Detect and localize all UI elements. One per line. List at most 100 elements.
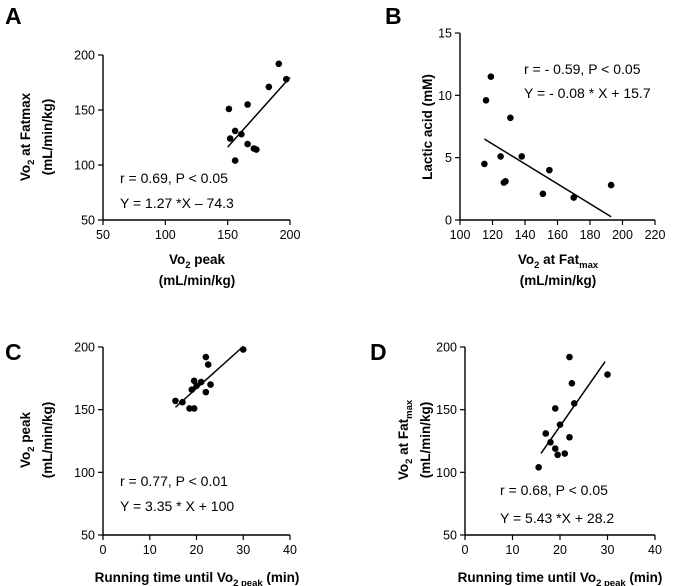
- y-tick-label: 200: [436, 341, 457, 355]
- y-tick-label: 15: [438, 27, 452, 41]
- data-point: [556, 421, 564, 429]
- data-point: [190, 377, 198, 385]
- x-axis-title: Vo2 at Fatmax: [518, 252, 599, 271]
- data-point: [566, 353, 573, 361]
- y-tick-label: 200: [74, 49, 95, 63]
- data-point: [202, 388, 210, 396]
- data-point: [265, 83, 273, 91]
- x-tick-label: 100: [155, 228, 176, 242]
- x-tick-label: 20: [553, 543, 567, 557]
- data-point: [231, 157, 239, 164]
- x-tick-label: 0: [100, 543, 107, 557]
- y-tick-label: 100: [74, 466, 95, 480]
- x-tick-label: 10: [506, 543, 520, 557]
- x-axis-units: (mL/min/kg): [159, 273, 236, 288]
- x-tick-label: 220: [645, 228, 666, 242]
- data-point: [204, 361, 212, 368]
- data-point: [231, 127, 239, 135]
- data-point: [518, 153, 526, 160]
- data-point: [275, 60, 283, 68]
- x-tick-label: 20: [190, 543, 204, 557]
- regression-line: [174, 345, 244, 408]
- y-tick-label: 10: [438, 89, 452, 103]
- y-tick-label: 50: [81, 529, 95, 543]
- panel-letter: B: [385, 3, 402, 29]
- data-point: [225, 105, 233, 113]
- data-point: [172, 397, 179, 405]
- regression-line: [483, 138, 612, 218]
- y-tick-label: 5: [445, 151, 452, 165]
- x-axis-title: Vo2 peak: [169, 252, 226, 271]
- x-tick-label: 100: [450, 228, 471, 242]
- regression-line: [227, 76, 291, 148]
- y-axis-title: Lactic acid (mM): [420, 74, 435, 180]
- regression-equation: Y = 1.27 *X – 74.3: [120, 195, 234, 211]
- data-point: [244, 140, 251, 148]
- data-point: [188, 386, 196, 393]
- regression-equation: Y = 5.43 *X + 28.2: [500, 510, 614, 526]
- data-point: [542, 430, 550, 437]
- data-point: [238, 130, 245, 138]
- y-axis-units: (mL/min/kg): [40, 99, 55, 176]
- y-tick-label: 150: [74, 403, 95, 417]
- regression-equation: Y = - 0.08 * X + 15.7: [524, 85, 651, 101]
- x-tick-label: 30: [601, 543, 615, 557]
- data-point: [568, 380, 576, 387]
- data-point: [607, 181, 615, 189]
- data-point: [179, 398, 186, 406]
- x-tick-label: 160: [547, 228, 568, 242]
- data-point: [282, 75, 290, 83]
- y-tick-label: 100: [74, 159, 95, 173]
- y-axis-title: Vo2 at Fatmax: [396, 399, 415, 480]
- x-tick-label: 140: [515, 228, 536, 242]
- y-axis-title: Vo2 peak: [18, 411, 37, 468]
- x-axis-units: (mL/min/kg): [520, 273, 597, 288]
- correlation-stat: r = 0.77, P < 0.01: [120, 473, 228, 489]
- y-tick-label: 50: [443, 529, 457, 543]
- panel-letter: D: [370, 339, 387, 365]
- data-point: [239, 346, 247, 353]
- data-point: [551, 445, 559, 452]
- panel-b: B 0 5 10 15 100 120 140 160 180 200 220 Vo2 at Fatma…: [385, 3, 665, 288]
- data-point: [554, 451, 561, 459]
- x-tick-label: 30: [236, 543, 250, 557]
- x-tick-label: 150: [217, 228, 238, 242]
- data-point: [482, 97, 490, 104]
- data-point: [570, 400, 578, 407]
- data-point: [253, 146, 260, 153]
- data-point: [481, 160, 488, 168]
- correlation-stat: r = - 0.59, P < 0.05: [524, 61, 641, 77]
- panel-letter: C: [5, 339, 22, 365]
- y-axis-units: (mL/min/kg): [418, 402, 433, 479]
- panel-d: D 50 100 150 200 0 10 20 30 40 Running time until …: [370, 339, 662, 586]
- y-axis-title: Vo2 at Fatmax: [18, 92, 37, 181]
- data-point: [604, 371, 611, 378]
- data-point: [202, 353, 210, 361]
- data-point: [193, 382, 200, 390]
- data-point: [487, 73, 495, 80]
- y-tick-label: 50: [81, 214, 95, 228]
- data-point: [244, 101, 251, 108]
- y-tick-label: 150: [436, 403, 457, 417]
- y-axis-units: (mL/min/kg): [40, 402, 55, 479]
- data-point: [207, 381, 214, 388]
- panel-a: A 50 100 150 200 50 100 150 200 Vo2 peak (mL/min/k…: [5, 3, 300, 288]
- panel-c: C 50 100 150 200 0 10 20 30 40 Running time until …: [5, 339, 299, 586]
- x-axis-title: Running time until Vo2 peak (min): [458, 570, 663, 586]
- x-tick-label: 200: [280, 228, 301, 242]
- x-tick-label: 120: [482, 228, 503, 242]
- data-point: [566, 433, 573, 441]
- data-point: [546, 166, 553, 174]
- data-point: [190, 405, 198, 412]
- data-point: [547, 438, 554, 446]
- x-tick-label: 50: [96, 228, 110, 242]
- data-point: [186, 405, 193, 412]
- data-point: [570, 194, 578, 201]
- x-tick-label: 40: [648, 543, 662, 557]
- x-tick-label: 0: [462, 543, 469, 557]
- x-axis-title: Running time until Vo2 peak (min): [95, 570, 300, 586]
- data-point: [507, 114, 514, 122]
- data-point: [539, 190, 547, 198]
- panel-letter: A: [5, 3, 22, 29]
- y-tick-label: 200: [74, 341, 95, 355]
